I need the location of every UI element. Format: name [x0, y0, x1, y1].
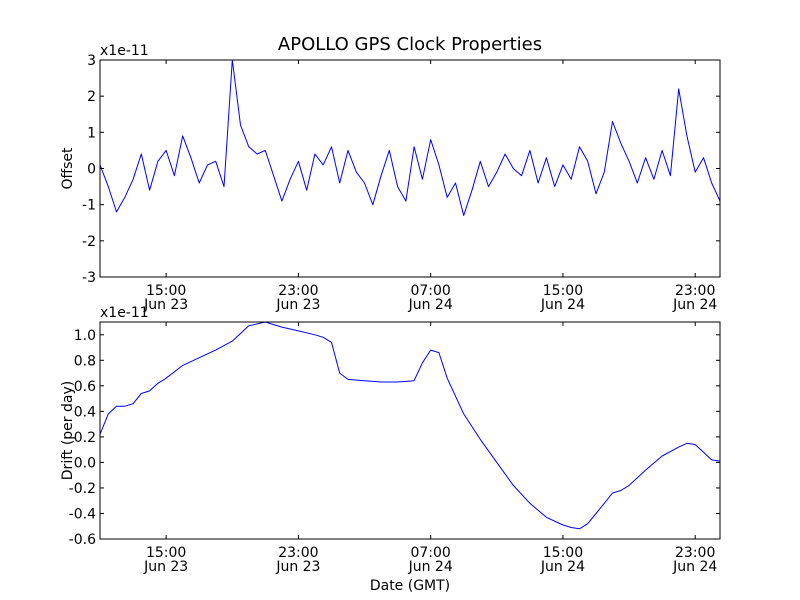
y-tick-label: 2 [87, 89, 96, 105]
x-tick-label-time: 23:00 [278, 545, 318, 561]
x-tick-label-date: Jun 24 [672, 297, 717, 313]
y-tick-label: 0.0 [74, 455, 96, 471]
x-tick-label-time: 23:00 [675, 283, 715, 299]
series-line-0 [100, 60, 720, 216]
x-tick-label-date: Jun 23 [143, 559, 188, 575]
y-tick-label: 0.6 [74, 379, 96, 395]
x-tick-label-date: Jun 24 [408, 559, 453, 575]
x-tick-label-time: 15:00 [543, 545, 583, 561]
x-tick-label-date: Jun 23 [275, 297, 320, 313]
x-tick-label-time: 23:00 [675, 545, 715, 561]
y-tick-label: -0.4 [69, 506, 96, 522]
axis-offset-text: x1e-11 [100, 305, 149, 321]
y-tick-label: 1.0 [74, 328, 96, 344]
x-axis-label: Date (GMT) [370, 578, 450, 594]
axis-offset-text: x1e-11 [100, 43, 149, 59]
y-tick-label: -3 [82, 270, 96, 286]
x-tick-label-time: 15:00 [543, 283, 583, 299]
y-axis-label: Offset [60, 147, 76, 190]
y-tick-label: 0.2 [74, 430, 96, 446]
x-tick-label-date: Jun 23 [143, 297, 188, 313]
x-tick-label-time: 07:00 [410, 545, 450, 561]
y-axis-label: Drift (per day) [60, 381, 76, 480]
x-tick-label-date: Jun 24 [540, 297, 585, 313]
y-tick-label: -0.6 [69, 532, 96, 548]
y-tick-label: 0.8 [74, 353, 96, 369]
series-line-0 [100, 322, 720, 530]
y-tick-label: 1 [87, 125, 96, 141]
y-tick-label: -1 [82, 198, 96, 214]
y-tick-label: -0.2 [69, 481, 96, 497]
x-tick-label-date: Jun 24 [540, 559, 585, 575]
x-tick-label-date: Jun 24 [672, 559, 717, 575]
x-tick-label-time: 15:00 [146, 545, 186, 561]
x-tick-label-time: 15:00 [146, 283, 186, 299]
y-tick-label: 0 [87, 162, 96, 178]
chart-title: APOLLO GPS Clock Properties [278, 34, 542, 55]
y-tick-label: -2 [82, 234, 96, 250]
plot-frame [99, 321, 721, 540]
x-tick-label-time: 07:00 [410, 283, 450, 299]
x-tick-label-date: Jun 24 [408, 297, 453, 313]
x-tick-label-time: 23:00 [278, 283, 318, 299]
x-tick-label-date: Jun 23 [275, 559, 320, 575]
y-tick-label: 0.4 [74, 404, 96, 420]
y-tick-label: 3 [87, 53, 96, 69]
